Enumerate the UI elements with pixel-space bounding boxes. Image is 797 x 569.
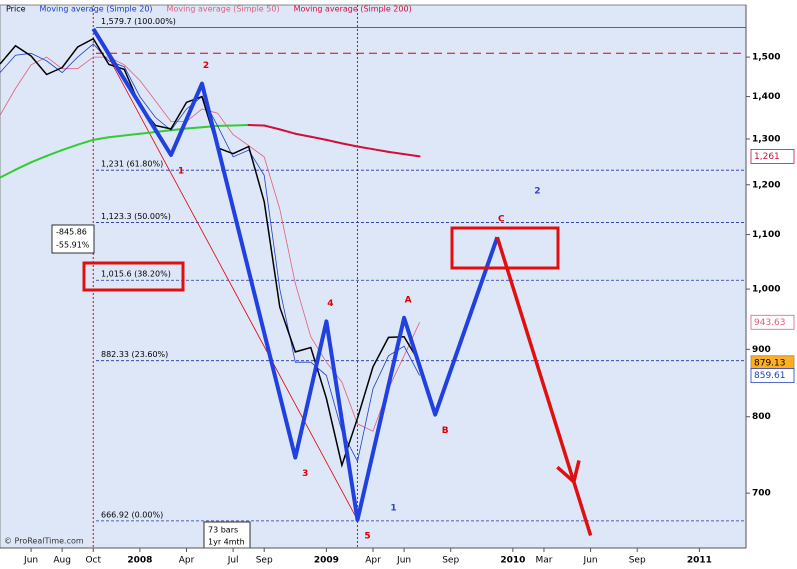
duration-box [203,521,251,549]
ma-segment [263,124,281,131]
ma-segment [92,136,110,141]
trendline [92,28,358,521]
x-tick-label: Oct [85,556,101,566]
fib-label: 882.33 (23.60%) [101,350,168,359]
x-tick-label: Jun [583,556,598,566]
x-tick-label: 2008 [127,556,152,566]
arrow-head [556,465,575,484]
x-tick-label: Jun [396,556,411,566]
wave-label: A [405,295,412,305]
x-tick-label: Apr [179,556,195,566]
wave-label: 1 [178,167,184,177]
ma-segment [61,143,79,152]
duration-time: 1yr 4mth [208,538,245,547]
ma-segment [201,124,219,129]
legend-entry: Price [6,5,26,14]
y-tick-label: 1,000 [752,285,780,295]
ma-segment [356,145,374,151]
x-tick-label: Mar [535,556,552,566]
measure-box [51,224,95,254]
ma-segment [294,132,312,138]
ma-segment [387,150,406,156]
x-tick-label: Sep [629,556,646,566]
x-tick-label: 2011 [687,556,712,566]
degree-label: 1 [390,503,396,513]
legend-entry: Moving average (Simple 200) [294,5,412,14]
fib-label: 666.92 (0.00%) [101,510,163,519]
legend-entry: Moving average (Simple 20) [40,5,153,14]
wave-label: B [442,426,449,436]
fib-label: 1,579.7 (100.00%) [101,17,176,26]
ma-segment [403,153,421,158]
ma-segment [45,149,64,157]
y-tick-label: 1,100 [752,230,780,240]
highlight-box [82,261,185,292]
ma-segment [372,148,390,153]
plot: 1,579.7 (100.00%) 1,231 (61.80%) 1,123.3 (… [0,5,746,548]
degree-label: 2 [534,187,540,197]
duration-bars: 73 bars [208,526,238,535]
y-tick-label: 1,500 [752,53,780,63]
ma-segment [340,142,359,148]
target-zone [450,226,560,270]
fib-label: 1,015.6 (38.20%) [101,270,171,279]
end-label-box [750,314,795,330]
y-tick-label: 1,400 [752,92,780,102]
x-tick-label: 2009 [314,556,339,566]
ma-segment [76,138,95,146]
fib-label: 1,231 (61.80%) [101,160,163,169]
credit: © ProRealTime.com [4,537,84,546]
y-tick-label: 700 [752,489,771,499]
ma-segment [138,130,157,135]
ma-segment [123,132,141,137]
x-tick-label: Aug [53,556,71,566]
wave-label: C [498,215,505,225]
x-tick-label: Jun [23,556,38,566]
wave-label: 5 [364,531,370,541]
wave-label: 3 [302,469,308,479]
ma-segment [14,161,33,171]
x-tick-label: Apr [365,556,381,566]
measure-percent: -55.91% [56,241,90,250]
end-label-box [750,368,795,384]
wave-label: 4 [327,299,333,309]
ma-segment [325,138,343,145]
x-tick-label: 2010 [500,556,525,566]
fib-label: 1,123.3 (50.00%) [101,212,171,221]
end-label-box [750,148,795,164]
end-label: 1,261 [754,152,780,162]
y-tick-label: 800 [752,412,771,422]
ma-segment [107,134,126,139]
end-label: 943.63 [754,318,786,328]
ma-segment [309,135,328,141]
x-tick-label: Jul [227,556,239,566]
y-tick-label: 1,300 [752,134,780,144]
ma-segment [278,128,297,135]
x-tick-label: Sep [256,556,273,566]
x-tick-label: Sep [442,556,459,566]
ma-segment [30,154,48,164]
end-label: 859.61 [754,371,786,381]
end-label: 879.13 [754,358,786,368]
legend-entry: Moving average (Simple 50) [167,5,280,14]
y-tick-label: 900 [752,345,771,355]
wave-path [91,27,500,522]
ma-segment [185,126,204,130]
measure-points: -845.86 [56,228,87,237]
wave-label: 2 [203,61,209,71]
projection-arrow [495,236,593,537]
ma-segment [0,168,17,179]
y-tick-label: 1,200 [752,180,780,190]
arrow-head [572,460,581,483]
